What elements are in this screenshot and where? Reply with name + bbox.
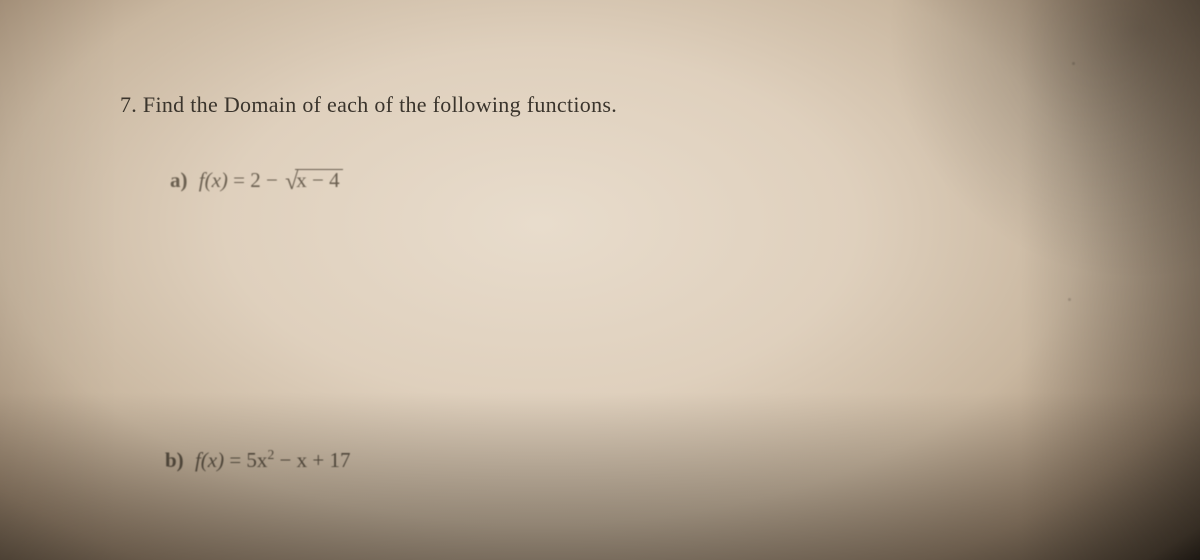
part-b-tail: − x + 17	[274, 448, 350, 472]
question-7: 7. Find the Domain of each of the follow…	[120, 92, 617, 118]
part-b-label: b)	[165, 448, 184, 472]
part-b-rest: = 5x	[229, 448, 267, 472]
part-a-lead: = 2 −	[233, 168, 278, 192]
part-a-radicand: x − 4	[295, 169, 342, 191]
part-b-lhs: f(x)	[195, 448, 224, 472]
part-a-lhs: f(x)	[199, 168, 228, 192]
part-a-label: a)	[170, 168, 188, 192]
question-prompt: Find the Domain of each of the following…	[143, 92, 617, 117]
noise-speck	[1072, 62, 1075, 65]
worksheet-page: 7. Find the Domain of each of the follow…	[0, 0, 1200, 560]
part-b: b) f(x) = 5x2 − x + 17	[165, 448, 350, 473]
sqrt-icon: √x − 4	[283, 168, 343, 196]
noise-speck	[1068, 298, 1071, 301]
question-number: 7.	[120, 92, 137, 117]
part-a: a) f(x) = 2 − √x − 4	[170, 168, 343, 196]
